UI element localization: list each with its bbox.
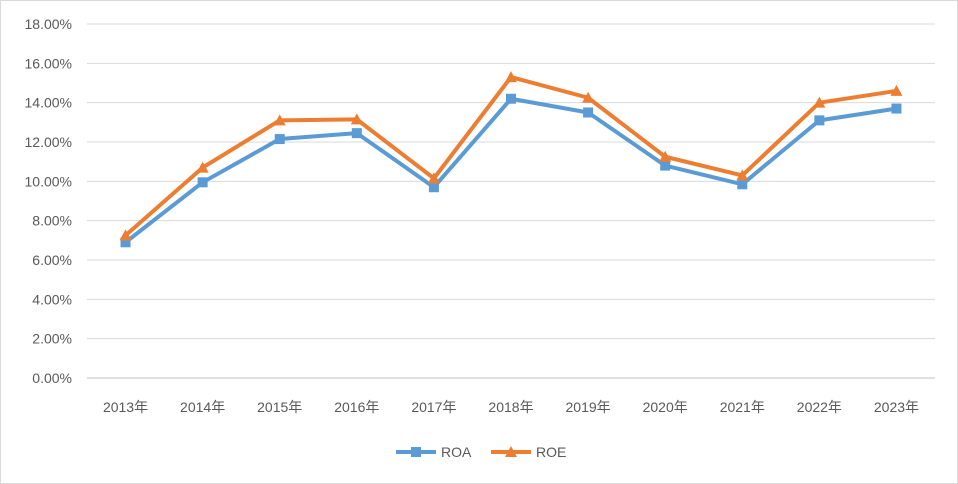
data-point-roe: [813, 96, 826, 108]
data-point-roa: [737, 179, 748, 190]
data-point-roa: [814, 115, 825, 126]
x-tick-label: 2017年: [411, 399, 456, 415]
legend-label: ROE: [536, 444, 566, 460]
y-tick-label: 2.00%: [32, 331, 72, 347]
x-tick-label: 2023年: [874, 399, 919, 415]
legend: ROA ROE: [396, 444, 566, 460]
x-tick-label: 2019年: [566, 399, 611, 415]
data-point-roa: [274, 134, 285, 145]
y-tick-label: 8.00%: [32, 213, 72, 229]
data-point-roe: [582, 91, 595, 103]
data-point-roa: [120, 237, 131, 248]
y-tick-label: 4.00%: [32, 291, 72, 307]
data-point-roa: [351, 128, 362, 139]
data-point-roa: [506, 93, 516, 104]
x-tick-label: 2015年: [257, 399, 302, 415]
data-point-roa: [660, 160, 671, 171]
data-point-roa: [583, 107, 594, 118]
data-point-roe: [273, 114, 286, 126]
y-tick-label: 0.00%: [32, 370, 72, 386]
legend-item-roe: ROE: [491, 444, 566, 460]
data-point-roe: [736, 169, 749, 181]
x-axis-ticks: 2013年 2014年 2015年 2016年 2017年 2018年 2019年 2020年…: [103, 399, 919, 415]
data-point-roa: [428, 182, 439, 193]
x-tick-label: 2018年: [488, 399, 533, 415]
data-point-roe: [427, 172, 440, 184]
x-tick-label: 2013年: [103, 399, 148, 415]
series-layer: [119, 71, 903, 248]
x-tick-label: 2014年: [180, 399, 225, 415]
y-tick-label: 16.00%: [25, 55, 72, 71]
legend-label: ROA: [441, 444, 472, 460]
data-point-roe: [350, 113, 363, 125]
legend-marker: [411, 447, 421, 457]
x-tick-label: 2021年: [720, 399, 765, 415]
series-roe: [119, 71, 903, 241]
y-tick-label: 12.00%: [25, 134, 72, 150]
data-point-roe: [890, 84, 903, 96]
y-tick-label: 14.00%: [25, 95, 72, 111]
x-tick-label: 2020年: [643, 399, 688, 415]
data-point-roe: [659, 150, 672, 162]
y-tick-label: 18.00%: [25, 16, 72, 32]
y-axis-ticks: 0.00% 2.00% 4.00% 6.00% 8.00% 10.00% 12.00% 14.…: [25, 16, 72, 386]
x-tick-label: 2022年: [797, 399, 842, 415]
data-point-roe: [196, 161, 209, 173]
y-tick-label: 6.00%: [32, 252, 72, 268]
data-point-roe: [505, 71, 517, 83]
y-tick-label: 10.00%: [25, 173, 72, 189]
legend-marker: [505, 446, 517, 457]
series-roa: [120, 93, 902, 248]
data-point-roa: [891, 103, 902, 114]
legend-item-roa: ROA: [396, 444, 472, 460]
data-point-roe: [119, 229, 132, 241]
data-point-roa: [197, 177, 208, 188]
x-tick-label: 2016年: [334, 399, 379, 415]
